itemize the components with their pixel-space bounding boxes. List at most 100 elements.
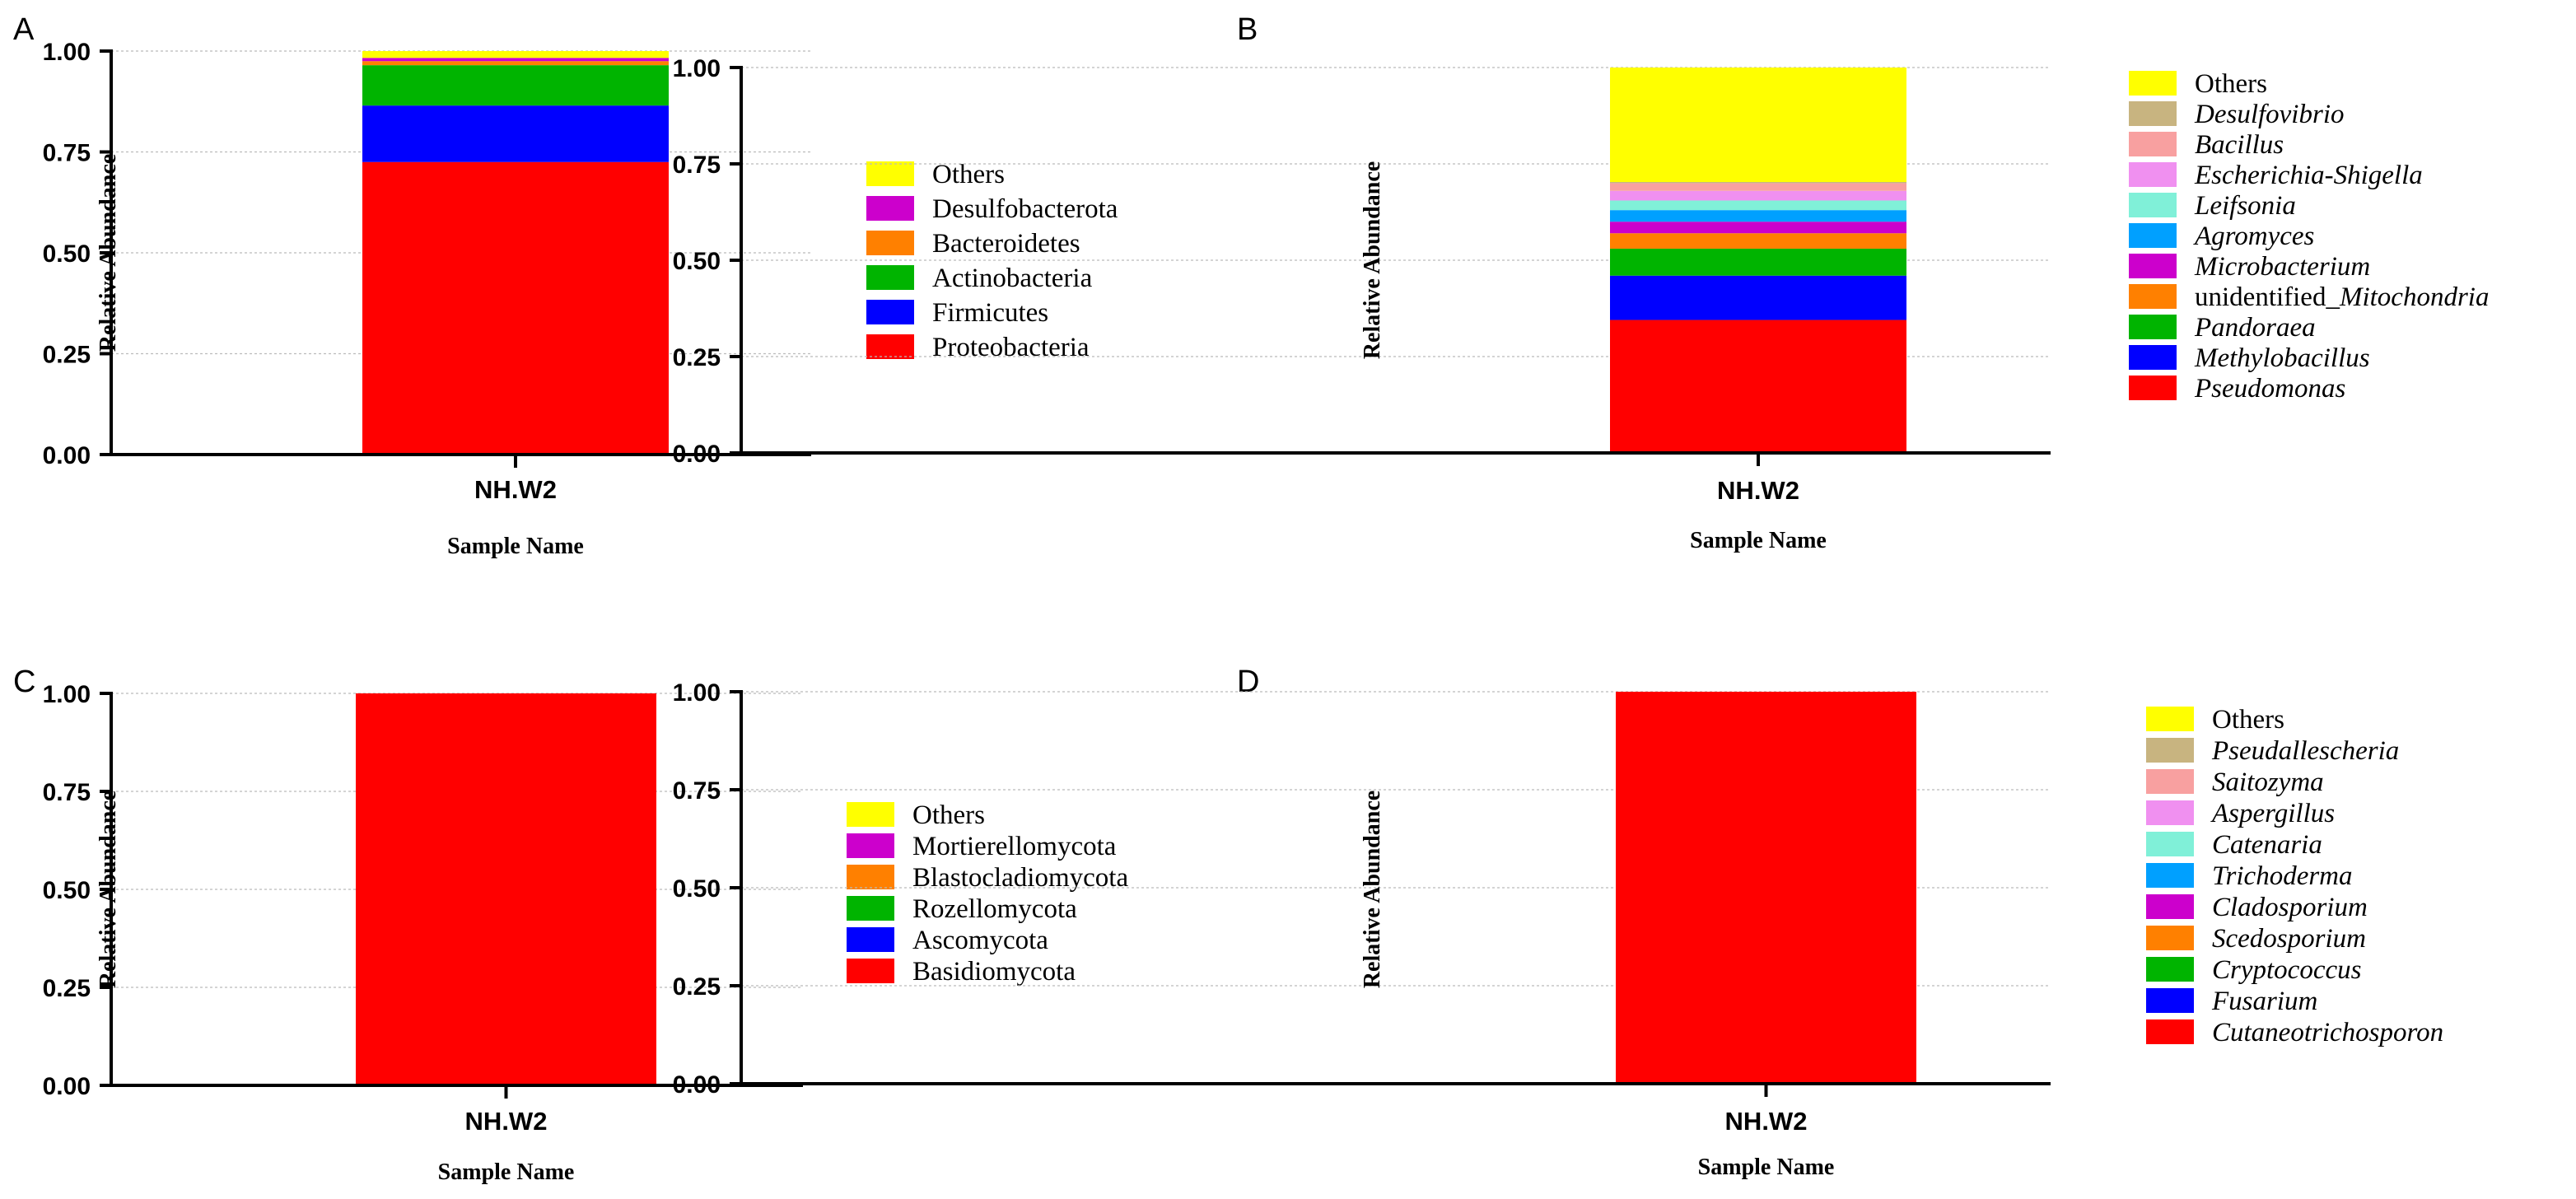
legend-label: Aspergillus	[2210, 799, 2335, 828]
legend-label: Ascomycota	[912, 926, 1048, 955]
legend-swatch	[2129, 132, 2177, 156]
legend-label: unidentified_Mitochondria	[2195, 282, 2489, 312]
y-axis-title: Relative Abundance	[96, 791, 121, 988]
legend-swatch	[866, 265, 914, 290]
bar-segment	[356, 693, 656, 1085]
y-axis-title: Relative Abundance	[1360, 791, 1385, 988]
legend-swatch	[847, 833, 894, 858]
y-tick-label: 0.00	[673, 441, 721, 468]
x-axis-title: Sample Name	[1690, 528, 1827, 553]
legend-swatch	[2129, 193, 2177, 217]
x-axis-title: Sample Name	[438, 1159, 575, 1185]
legend: Others Desulfobacterota Bacteroidetes Actin…	[866, 160, 1118, 362]
y-tick-label: 0.00	[43, 1073, 91, 1100]
y-tick-label: 1.00	[43, 681, 91, 708]
legend-swatch	[2129, 162, 2177, 187]
legend-swatch	[847, 927, 894, 952]
bar-segment	[362, 51, 669, 58]
legend-label: Cutaneotrichosporon	[2212, 1018, 2443, 1047]
y-tick-label: 0.00	[673, 1071, 721, 1099]
chart-panel-c: C 0.00 0.25 0.50 0.75 1.00 NH.W2 Sample Name Rel…	[13, 665, 1128, 1185]
legend-swatch	[866, 161, 914, 186]
legend-label: Scedosporium	[2212, 924, 2366, 954]
chart-panel-b: B 0.00 0.25 0.50 0.75 1.00 NH.W2 Sample Name Rel…	[673, 12, 2490, 553]
bar-segment	[1610, 200, 1906, 211]
legend-swatch	[2146, 863, 2194, 888]
legend-label: Escherichia-Shigella	[2194, 161, 2423, 190]
legend-swatch	[2146, 832, 2194, 856]
x-axis-title: Sample Name	[1698, 1155, 1835, 1180]
legend-swatch	[2129, 254, 2177, 278]
legend-swatch	[847, 959, 894, 983]
legend-label: Trichoderma	[2212, 861, 2353, 891]
legend-label: Agromyces	[2193, 222, 2314, 251]
x-tick-label: NH.W2	[1725, 1107, 1808, 1136]
bar-segment	[362, 161, 669, 455]
legend-label: Mortierellomycota	[912, 832, 1117, 861]
legend-label: Others	[932, 160, 1005, 189]
y-tick-label: 0.75	[673, 777, 721, 805]
bar-segment	[362, 58, 669, 62]
bar-segment	[1610, 68, 1906, 182]
bar-segment	[1610, 190, 1906, 201]
bar-segment	[362, 105, 669, 162]
panel-letter: C	[13, 665, 35, 699]
panel-letter: A	[13, 12, 35, 47]
legend-swatch	[2129, 223, 2177, 248]
legend-label: Others	[912, 800, 985, 830]
bar-segment	[362, 65, 669, 106]
legend-label: Others	[2212, 705, 2284, 735]
legend-label: Actinobacteria	[932, 264, 1093, 293]
y-tick-label: 1.00	[43, 39, 91, 66]
bar-segment	[1616, 692, 1916, 1084]
legend-label: Desulfovibrio	[2194, 100, 2344, 129]
legend-swatch	[866, 231, 914, 255]
y-tick-label: 0.25	[673, 344, 721, 371]
legend-swatch	[2129, 376, 2177, 400]
y-tick-label: 0.25	[43, 342, 91, 369]
legend-swatch	[866, 334, 914, 359]
y-tick-label: 0.50	[673, 875, 721, 903]
bar-segment	[1610, 248, 1906, 276]
legend-label: Bacteroidetes	[932, 229, 1080, 259]
legend-swatch	[847, 896, 894, 921]
x-tick-label: NH.W2	[465, 1107, 548, 1136]
legend-swatch	[2146, 769, 2194, 794]
y-tick-label: 0.75	[43, 140, 91, 167]
legend-label: Cladosporium	[2212, 893, 2368, 922]
y-tick-label: 0.50	[43, 877, 91, 904]
legend-label: Methylobacillus	[2194, 343, 2370, 373]
legend-swatch	[2129, 71, 2177, 96]
chart-panel-d: D 0.00 0.25 0.50 0.75 1.00 NH.W2 Sample Name Rel…	[673, 665, 2444, 1180]
y-axis-title: Relative Abundance	[1360, 161, 1385, 359]
y-tick-label: 0.50	[43, 240, 91, 268]
y-tick-label: 0.25	[43, 975, 91, 1002]
bar-segment	[1610, 320, 1906, 453]
panel-letter: B	[1237, 12, 1258, 47]
legend-label: Firmicutes	[932, 298, 1048, 328]
bar-segment	[1610, 181, 1906, 184]
legend-swatch	[2146, 800, 2194, 825]
y-tick-label: 0.50	[673, 248, 721, 275]
legend-swatch	[2146, 926, 2194, 950]
legend-label: Leifsonia	[2194, 191, 2296, 221]
legend-label: Pandoraea	[2194, 313, 2316, 343]
y-axis-title: Relative Abundance	[96, 154, 121, 352]
legend-label: Saitozyma	[2212, 767, 2324, 797]
legend-swatch	[2146, 957, 2194, 982]
bar-segment	[1610, 222, 1906, 234]
legend-label: Basidiomycota	[912, 957, 1076, 987]
x-tick-label: NH.W2	[474, 475, 557, 504]
legend-swatch	[2129, 101, 2177, 126]
bar-segment	[1610, 275, 1906, 320]
x-axis-title: Sample Name	[447, 534, 584, 559]
legend: OthersMortierellomycotaBlastocladiomycot…	[847, 800, 1128, 987]
y-tick-label: 0.25	[673, 973, 721, 1001]
y-tick-label: 0.00	[43, 442, 91, 469]
chart-panel-a: A 0.00 0.25 0.50 0.75 1.00 NH.W2 Sample Name Rel…	[13, 12, 1118, 559]
legend-swatch	[2146, 738, 2194, 763]
legend-label: Fusarium	[2211, 987, 2317, 1016]
x-tick-label: NH.W2	[1717, 476, 1799, 505]
legend-label: Pseudomonas	[2194, 374, 2345, 404]
